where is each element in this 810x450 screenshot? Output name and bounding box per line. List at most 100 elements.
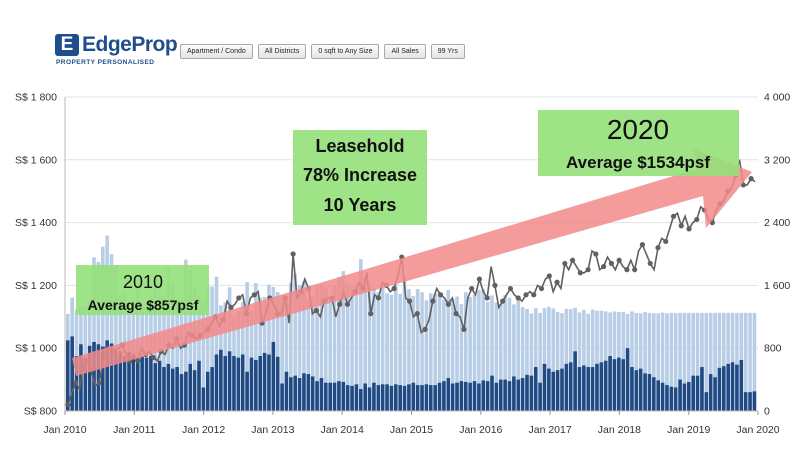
annotation-leasehold-subtitle: 78% Increase bbox=[303, 165, 417, 185]
volume-bar-light bbox=[354, 284, 359, 411]
volume-bar-light bbox=[542, 308, 547, 411]
volume-bar-dark bbox=[455, 382, 459, 411]
volume-bar-light bbox=[652, 313, 656, 411]
volume-bar-dark bbox=[678, 379, 682, 411]
volume-bar-dark bbox=[389, 385, 394, 411]
volume-bar-dark bbox=[481, 380, 486, 411]
volume-bar-dark bbox=[415, 385, 420, 411]
volume-bar-dark bbox=[100, 346, 105, 411]
volume-bar-dark bbox=[87, 345, 92, 411]
volume-bar-light bbox=[490, 295, 494, 411]
price-point bbox=[663, 238, 669, 245]
volume-bar-dark bbox=[105, 340, 109, 411]
volume-bar-dark bbox=[341, 381, 346, 411]
volume-bar-light bbox=[359, 259, 363, 411]
volume-bar-dark bbox=[271, 341, 276, 411]
filter-sale-type-button[interactable]: All Sales bbox=[384, 44, 426, 59]
volume-bar-dark bbox=[363, 383, 367, 411]
volume-bar-light bbox=[599, 310, 604, 411]
y-right-tick-label: 4 000 bbox=[764, 92, 790, 104]
volume-bar-light bbox=[332, 285, 337, 411]
volume-bar-light bbox=[96, 262, 101, 411]
x-tick-label: Jan 2017 bbox=[528, 424, 571, 436]
volume-bar-light bbox=[446, 289, 451, 411]
volume-bar-dark bbox=[463, 381, 468, 411]
volume-bar-dark bbox=[245, 371, 249, 411]
volume-bar-dark bbox=[652, 377, 656, 411]
price-point bbox=[639, 241, 646, 248]
volume-bar-dark bbox=[240, 354, 245, 411]
volume-bar-dark bbox=[66, 340, 70, 411]
price-point bbox=[135, 358, 141, 364]
volume-bar-dark bbox=[743, 392, 748, 411]
volume-bar-light bbox=[730, 312, 735, 411]
volume-bar-light bbox=[297, 285, 302, 411]
volume-bar-light bbox=[691, 312, 695, 411]
volume-bar-light bbox=[463, 292, 468, 411]
volume-bar-light bbox=[669, 312, 674, 411]
volume-bar-dark bbox=[494, 382, 499, 411]
volume-bar-light bbox=[210, 286, 214, 411]
volume-bar-light bbox=[516, 298, 521, 411]
volume-bar-light bbox=[577, 312, 582, 411]
volume-bar-dark bbox=[135, 360, 140, 411]
volume-bar-light bbox=[586, 313, 591, 411]
price-point bbox=[150, 355, 156, 361]
volume-bar-dark bbox=[324, 382, 328, 411]
volume-bar-dark bbox=[345, 385, 350, 411]
filter-district-button[interactable]: All Districts bbox=[257, 44, 307, 59]
price-point bbox=[414, 311, 420, 317]
filter-size-button[interactable]: 0 sqft to Any Size bbox=[311, 44, 380, 59]
y-right-tick-label: 2 400 bbox=[764, 217, 790, 229]
volume-bar-light bbox=[748, 312, 752, 411]
volume-bar-dark bbox=[275, 356, 280, 411]
x-tick-label: Jan 2013 bbox=[251, 424, 294, 436]
volume-bar-dark bbox=[665, 385, 669, 411]
annotation-2020-box bbox=[538, 110, 739, 176]
volume-bar-light bbox=[503, 294, 507, 411]
volume-bar-dark bbox=[332, 382, 337, 411]
filter-tenure-button[interactable]: 99 Yrs bbox=[430, 44, 465, 59]
filter-property-type-button[interactable]: Apartment / Condo bbox=[180, 44, 253, 59]
volume-bar-light bbox=[525, 309, 529, 411]
volume-bar-dark bbox=[127, 352, 131, 411]
price-point bbox=[531, 292, 537, 298]
price-point bbox=[484, 295, 490, 301]
volume-bar-dark bbox=[520, 378, 525, 411]
filter-bar: Apartment / Condo All Districts 0 sqft t… bbox=[180, 44, 465, 59]
volume-bar-light bbox=[735, 312, 739, 411]
volume-bar-light bbox=[201, 301, 206, 411]
volume-bar-dark bbox=[267, 354, 271, 411]
volume-bar-dark bbox=[542, 363, 547, 411]
volume-bar-dark bbox=[752, 391, 757, 411]
volume-bar-dark bbox=[197, 360, 201, 411]
volume-bar-dark bbox=[262, 352, 267, 411]
annotation-2010-box bbox=[76, 265, 209, 315]
volume-bar-light bbox=[420, 292, 424, 411]
annotation-leasehold-title: Leasehold bbox=[315, 136, 404, 156]
volume-bar-dark bbox=[608, 356, 612, 411]
volume-bar-light bbox=[529, 313, 534, 411]
annotation-leasehold-extra: 10 Years bbox=[324, 195, 397, 215]
volume-bar-dark bbox=[149, 356, 153, 411]
volume-bar-light bbox=[227, 287, 232, 411]
price-point bbox=[538, 285, 545, 292]
volume-bar-dark bbox=[254, 359, 258, 411]
volume-bar-light bbox=[105, 235, 109, 411]
price-point bbox=[500, 298, 506, 304]
volume-bar-dark bbox=[96, 344, 101, 411]
volume-bar-light bbox=[498, 303, 503, 411]
volume-bar-dark bbox=[472, 381, 477, 411]
volume-bar-dark bbox=[529, 375, 534, 411]
volume-bar-dark bbox=[617, 357, 621, 411]
price-point bbox=[313, 307, 320, 314]
volume-bar-dark bbox=[122, 356, 127, 411]
price-point bbox=[469, 285, 475, 292]
volume-bar-dark bbox=[385, 384, 389, 411]
volume-bar-dark bbox=[586, 367, 591, 411]
volume-bar-dark bbox=[433, 385, 437, 411]
volume-bar-dark bbox=[595, 363, 599, 411]
volume-bar-dark bbox=[525, 374, 529, 411]
volume-bar-dark bbox=[437, 382, 442, 411]
volume-bar-dark bbox=[157, 360, 162, 411]
